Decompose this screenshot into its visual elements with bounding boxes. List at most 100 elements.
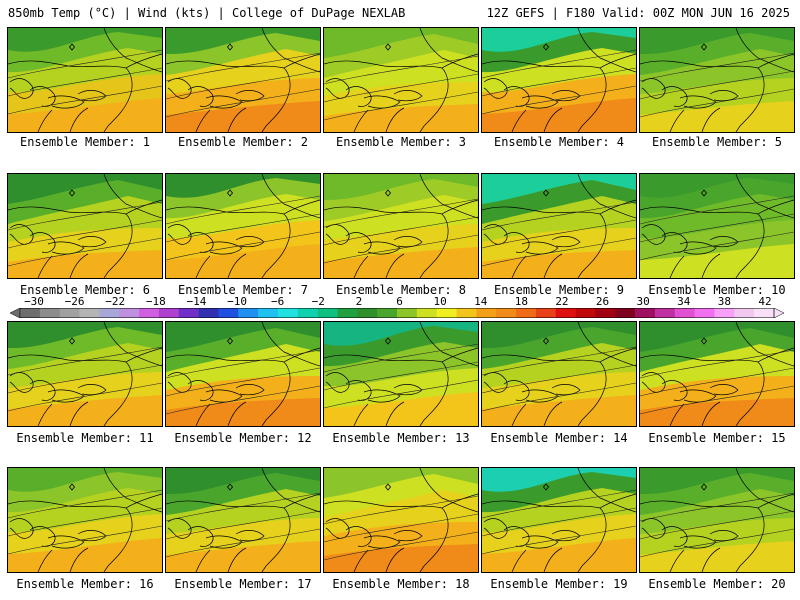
geography-outline (325, 224, 350, 245)
colorbar-swatch (258, 308, 279, 318)
ensemble-member-map (7, 467, 163, 573)
height-contour (166, 195, 320, 225)
geography-outline (441, 199, 478, 215)
height-contour (166, 492, 320, 522)
colorbar-swatch (238, 308, 259, 318)
geography-outline (511, 403, 527, 426)
geography-outline (511, 109, 527, 132)
geography-outline (709, 90, 739, 102)
geography-outline (419, 67, 449, 132)
colorbar-swatch (674, 308, 695, 318)
geography-outline (419, 322, 478, 367)
geography-outline (385, 401, 405, 426)
height-contour (8, 49, 162, 79)
geography-outline (577, 322, 636, 367)
ensemble-member-label: Ensemble Member: 3 (335, 135, 467, 149)
geography-outline (166, 500, 285, 509)
height-contour (8, 237, 162, 267)
geography-outline (735, 28, 794, 73)
geography-outline (735, 322, 794, 367)
geography-outline (125, 199, 162, 215)
colorbar-tick-label: −14 (186, 295, 207, 308)
station-marker (68, 337, 76, 345)
colorbar-swatch (59, 308, 80, 318)
ensemble-member-map (639, 321, 795, 427)
geography-outline (8, 354, 127, 363)
geography-outline (419, 507, 449, 572)
height-contour (640, 492, 794, 522)
colorbar-swatch (377, 308, 398, 318)
height-contour (640, 367, 794, 397)
geography-outline (385, 253, 405, 278)
geography-outline (483, 372, 508, 393)
geography-outline (47, 241, 85, 255)
geography-outline (37, 109, 53, 132)
ensemble-member-map (639, 467, 795, 573)
geography-outline (345, 86, 372, 107)
colorbar-swatch (297, 308, 318, 318)
geography-outline (577, 174, 636, 219)
geography-outline (125, 53, 162, 69)
geography-outline (9, 78, 34, 99)
geography-outline (205, 389, 243, 403)
height-contour (482, 382, 636, 412)
geography-outline (37, 549, 53, 572)
station-marker (226, 43, 234, 51)
geography-outline (69, 401, 89, 426)
geography-outline (325, 78, 350, 99)
geography-outline (227, 107, 247, 132)
geography-outline (187, 86, 214, 107)
colorbar-tick-label: −22 (105, 295, 126, 308)
height-contour (640, 213, 794, 243)
geography-outline (261, 28, 320, 73)
geography-outline (69, 253, 89, 278)
geography-outline (187, 380, 214, 401)
height-contour (8, 364, 162, 394)
colorbar-swatch (734, 308, 755, 318)
ensemble-member-map (639, 27, 795, 133)
colorbar-tick-label: −10 (227, 295, 247, 308)
geography-outline (503, 380, 530, 401)
station-marker (700, 483, 708, 491)
ensemble-member-label: Ensemble Member: 17 (174, 577, 312, 591)
geography-outline (441, 493, 478, 509)
height-contour (324, 55, 478, 85)
geography-outline (261, 213, 291, 278)
geography-outline (757, 199, 794, 215)
geography-outline (125, 493, 162, 509)
geography-outline (37, 403, 53, 426)
temperature-band (640, 398, 794, 426)
geography-outline (47, 95, 85, 109)
geography-outline (577, 67, 607, 132)
height-contour (482, 219, 636, 249)
geography-outline (482, 354, 601, 363)
ensemble-member-label: Ensemble Member: 4 (493, 135, 625, 149)
geography-outline (77, 236, 107, 248)
geography-outline (235, 530, 265, 542)
geography-outline (701, 547, 721, 572)
colorbar-tick-label: −26 (64, 295, 85, 308)
colorbar-tick-label: 34 (677, 295, 691, 308)
geography-outline (77, 384, 107, 396)
geography-outline (521, 241, 559, 255)
colorbar-tick-label: 2 (355, 295, 363, 308)
height-contour (8, 85, 162, 115)
ensemble-member-label: Ensemble Member: 12 (174, 431, 312, 445)
ensemble-member-label: Ensemble Member: 13 (332, 431, 470, 445)
height-contour (324, 91, 478, 121)
geography-outline (283, 199, 320, 215)
geography-outline (363, 535, 401, 549)
ensemble-member-label: Ensemble Member: 18 (332, 577, 470, 591)
height-contour (482, 507, 636, 537)
geography-outline (385, 547, 405, 572)
geography-outline (735, 468, 794, 513)
colorbar-swatch (20, 308, 41, 318)
colorbar-swatch (99, 308, 120, 318)
height-contour (640, 349, 794, 379)
temperature-band (324, 544, 478, 572)
geography-outline (577, 28, 636, 73)
ensemble-member-label: Ensemble Member: 2 (177, 135, 309, 149)
colorbar-tick-label: −18 (145, 295, 166, 308)
height-contour (482, 201, 636, 231)
geography-outline (701, 401, 721, 426)
